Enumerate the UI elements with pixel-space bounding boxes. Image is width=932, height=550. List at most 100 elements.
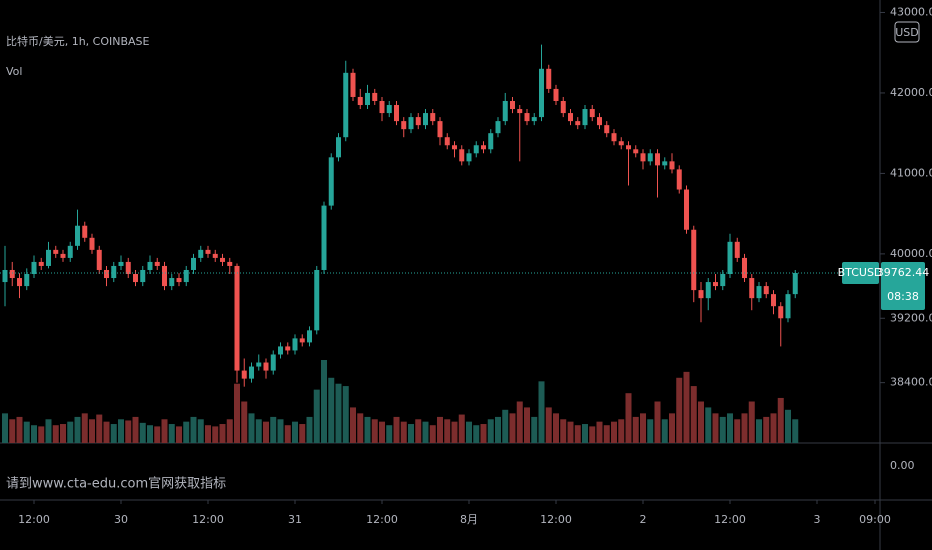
countdown: 08:38 bbox=[887, 290, 919, 303]
volume-bar bbox=[437, 416, 443, 443]
candle-body bbox=[365, 92, 370, 106]
candle-body bbox=[205, 249, 211, 254]
volume-bar bbox=[596, 421, 603, 443]
volume-bar bbox=[132, 416, 139, 443]
candle-body bbox=[676, 169, 682, 190]
volume-bar bbox=[371, 419, 378, 443]
volume-bar bbox=[60, 424, 66, 443]
candle-body bbox=[2, 269, 8, 283]
volume-bar bbox=[67, 421, 74, 443]
candle-body bbox=[502, 100, 508, 122]
currency[interactable]: USD bbox=[895, 26, 919, 39]
candle-body bbox=[792, 273, 798, 295]
candle-body bbox=[111, 265, 117, 279]
volume-bar bbox=[197, 419, 204, 443]
candle-body bbox=[263, 362, 269, 371]
symbol-tag: BTCUSD bbox=[838, 266, 883, 279]
x-tick-label: 12:00 bbox=[714, 513, 746, 526]
candle-body bbox=[437, 121, 443, 138]
volume-bar bbox=[582, 424, 588, 443]
volume-bar bbox=[538, 381, 545, 443]
candle-body bbox=[444, 137, 450, 146]
candle-body bbox=[176, 278, 182, 283]
volume-bar bbox=[473, 425, 480, 443]
candle-body bbox=[727, 241, 733, 275]
volume-bar bbox=[342, 386, 349, 443]
volume-bar bbox=[792, 419, 799, 443]
candle-body bbox=[60, 253, 66, 258]
volume-bar bbox=[589, 426, 596, 443]
candle-body bbox=[256, 362, 262, 367]
candle-body bbox=[307, 330, 312, 343]
volume-bar bbox=[560, 419, 567, 443]
candle-body bbox=[24, 274, 30, 287]
volume-bar bbox=[661, 419, 668, 443]
volume-bar bbox=[763, 416, 770, 443]
candle-body bbox=[278, 346, 283, 355]
volume-bar bbox=[458, 414, 465, 443]
volume-bar bbox=[23, 421, 30, 443]
volume-bar bbox=[698, 401, 704, 443]
candle-body bbox=[763, 286, 769, 295]
candle-body bbox=[394, 105, 399, 122]
candle-body bbox=[336, 137, 341, 158]
candle-body bbox=[524, 113, 530, 122]
candle-body bbox=[241, 370, 247, 379]
volume-bar bbox=[451, 421, 458, 443]
volume-bar bbox=[154, 426, 161, 443]
volume-bar bbox=[429, 425, 436, 443]
volume-bar bbox=[618, 419, 625, 443]
candle-body bbox=[408, 117, 414, 130]
candle-body bbox=[67, 245, 73, 258]
volume-bar bbox=[219, 424, 226, 443]
candle-body bbox=[17, 278, 22, 287]
y-tick-label: 40000.00 bbox=[890, 247, 932, 260]
volume-bar bbox=[335, 383, 342, 443]
volume-bar bbox=[248, 413, 255, 443]
volume-bar bbox=[321, 360, 327, 443]
candle-body bbox=[423, 113, 428, 126]
volume-bar bbox=[110, 424, 117, 443]
volume-bar bbox=[16, 416, 23, 443]
volume-bar bbox=[393, 416, 400, 443]
volume-bar bbox=[408, 424, 414, 443]
volume-bar bbox=[38, 426, 45, 443]
candle-body bbox=[459, 149, 465, 162]
candle-body bbox=[270, 354, 276, 371]
candle-body bbox=[38, 261, 44, 266]
x-tick-label: 8月 bbox=[460, 513, 478, 526]
volume-bar bbox=[183, 421, 190, 443]
volume-bar bbox=[292, 421, 298, 443]
candle-body bbox=[249, 366, 254, 379]
volume-bar bbox=[509, 413, 516, 443]
volume-bar bbox=[255, 419, 262, 443]
candle-body bbox=[234, 265, 240, 371]
x-tick-label: 2 bbox=[640, 513, 647, 526]
volume-bar bbox=[415, 419, 422, 443]
candle-body bbox=[785, 294, 791, 319]
candle-body bbox=[401, 121, 407, 130]
candle-body bbox=[531, 117, 537, 122]
candle-body bbox=[31, 261, 37, 275]
volume-bar bbox=[741, 413, 748, 443]
volume-bar bbox=[161, 419, 168, 443]
price-tag-box bbox=[881, 262, 925, 311]
x-tick-label: 09:00 bbox=[859, 513, 891, 526]
candle-body bbox=[698, 290, 704, 299]
candle-body bbox=[633, 149, 639, 154]
volume-bar bbox=[212, 426, 219, 443]
volume-bar bbox=[632, 416, 639, 443]
candle-body bbox=[720, 274, 726, 287]
candle-body bbox=[198, 249, 204, 258]
volume-bar bbox=[284, 425, 291, 443]
candle-body bbox=[597, 117, 602, 126]
last-price: 39762.44 bbox=[877, 266, 930, 279]
volume-bar bbox=[777, 397, 784, 443]
volume-bar bbox=[654, 401, 661, 443]
y-tick-label: 43000.00 bbox=[890, 5, 932, 18]
volume-bar bbox=[125, 420, 132, 443]
candle-body bbox=[626, 145, 631, 150]
currency-box[interactable] bbox=[894, 21, 920, 43]
volume-bar bbox=[553, 413, 559, 443]
candle-body bbox=[430, 113, 436, 122]
